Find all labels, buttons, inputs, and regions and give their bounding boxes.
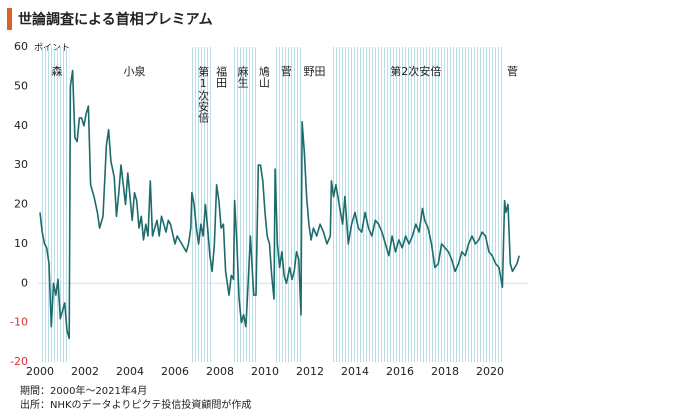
term-shade (331, 47, 504, 362)
y-tick-label: 30 (14, 158, 28, 171)
y-tick-label: 60 (14, 40, 28, 53)
x-tick-label: 2008 (206, 365, 234, 378)
x-tick-label: 2000 (26, 365, 54, 378)
y-tick-label: 0 (21, 276, 28, 289)
x-tick-label: 2016 (386, 365, 414, 378)
x-tick-label: 2006 (161, 365, 189, 378)
term-shade (275, 47, 303, 362)
y-tick-label: -10 (10, 316, 28, 329)
x-tick-label: 2012 (296, 365, 324, 378)
term-label: 菅 (507, 65, 518, 78)
x-tick-label: 2010 (251, 365, 279, 378)
x-tick-label: 2004 (116, 365, 144, 378)
series-line (39, 69, 520, 340)
chart-title: 世論調査による首相プレミアム (18, 11, 213, 28)
y-tick-label: 40 (14, 119, 28, 132)
term-label: 鳩山 (257, 65, 270, 88)
term-shade (40, 47, 70, 362)
title-accent (7, 8, 12, 30)
term-label: 第2次安倍 (390, 64, 441, 78)
footnote: 出所：NHKのデータよりピクテ投信投資顧問が作成 (20, 398, 251, 411)
x-tick-label: 2002 (71, 365, 99, 378)
y-tick-label: -20 (10, 355, 28, 368)
term-label: 麻生 (236, 65, 249, 88)
term-label: 第1次安倍 (197, 65, 210, 124)
term-label: 野田 (304, 65, 326, 78)
y-tick-label: 20 (14, 198, 28, 211)
term-shade (233, 47, 258, 362)
y-tick-label: 50 (14, 79, 28, 92)
term-label: 小泉 (124, 64, 146, 78)
term-label: 菅 (281, 65, 292, 78)
y-tick-label: 10 (14, 237, 28, 250)
x-tick-label: 2014 (341, 365, 369, 378)
term-label: 森 (51, 64, 62, 78)
footnote: 期間：2000年～2021年4月 (20, 384, 147, 397)
x-tick-label: 2018 (431, 365, 459, 378)
term-label: 福田 (215, 65, 228, 88)
x-tick-label: 2020 (476, 365, 504, 378)
